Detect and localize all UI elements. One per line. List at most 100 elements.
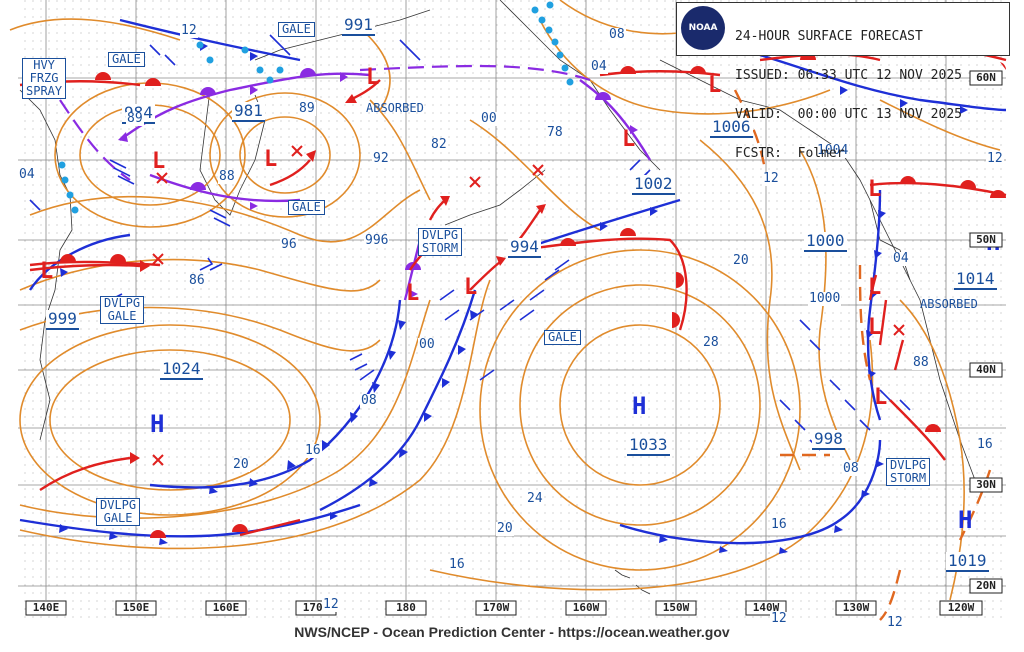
lon-label: 180 <box>396 601 416 614</box>
isobar-label: 82 <box>430 137 448 152</box>
map-annotation: ABSORBED <box>920 297 978 311</box>
arrow-heads <box>130 94 546 464</box>
cold-front-barbs <box>59 42 968 554</box>
header-text: 24-HOUR SURFACE FORECAST ISSUED: 06:33 U… <box>735 4 962 186</box>
header-forecaster: FCSTR: Folmer <box>735 146 845 161</box>
footer-credit: NWS/NCEP - Ocean Prediction Center - htt… <box>294 624 730 640</box>
map-annotation: ABSORBED <box>366 101 424 115</box>
lon-label: 140E <box>32 601 60 614</box>
isobar-label: 12 <box>986 151 1004 166</box>
isobar-label: 12 <box>322 597 340 612</box>
x-markers <box>152 145 905 466</box>
isobar-label: 92 <box>372 151 390 166</box>
svg-text:L: L <box>868 177 881 202</box>
lon-label: 140W <box>752 601 780 614</box>
svg-text:L: L <box>708 73 721 98</box>
lat-label: 20N <box>976 579 996 592</box>
isobar-label: 04 <box>590 59 608 74</box>
pressure-center-value: 981 <box>232 101 265 122</box>
svg-text:H: H <box>958 506 972 534</box>
lat-label: 40N <box>976 363 996 376</box>
map-annotation: GALE <box>278 22 315 37</box>
svg-text:L: L <box>874 385 887 410</box>
lat-lon-grid <box>18 0 1006 600</box>
noaa-logo: NOAA <box>681 6 725 50</box>
svg-text:L: L <box>152 149 165 174</box>
isobar-label: 08 <box>842 461 860 476</box>
pressure-center-value: 991 <box>342 15 375 36</box>
pressure-center-value: 999 <box>46 309 79 330</box>
pressure-center-value: 1014 <box>954 269 997 290</box>
isobar-label: 00 <box>418 337 436 352</box>
svg-text:L: L <box>264 147 277 172</box>
svg-text:L: L <box>622 127 635 152</box>
pressure-center-value: 998 <box>812 429 845 450</box>
isobar-label: 89 <box>298 101 316 116</box>
svg-text:H: H <box>632 392 646 420</box>
isobar-label: 12 <box>180 23 198 38</box>
pressure-center-value: 1019 <box>946 551 989 572</box>
map-annotation: GALE <box>288 200 325 215</box>
lon-label: 150W <box>662 601 690 614</box>
isobar-label: 1004 <box>816 143 850 158</box>
header-title: 24-HOUR SURFACE FORECAST <box>735 29 923 44</box>
isobar-label: 78 <box>546 125 564 140</box>
isobar-label: 12 <box>886 615 904 630</box>
isobar-label: 20 <box>232 457 250 472</box>
lon-label: 170W <box>482 601 510 614</box>
isobar-label: 28 <box>702 335 720 350</box>
lat-label: 60N <box>976 71 996 84</box>
isobar-label: 12 <box>762 171 780 186</box>
svg-text:L: L <box>366 65 379 90</box>
isobar-label: 08 <box>608 27 626 42</box>
isobar-label: 00 <box>480 111 498 126</box>
isobar-label: 20 <box>496 521 514 536</box>
lat-tick-labels-frames <box>969 70 1003 594</box>
map-annotation: DVLPG GALE <box>100 296 145 324</box>
forecast-header: NOAA 24-HOUR SURFACE FORECAST ISSUED: 06… <box>676 2 1010 160</box>
pressure-center-value: 1002 <box>632 174 675 195</box>
isobar-label: 89 <box>126 111 144 126</box>
isobar-label: 88 <box>218 169 236 184</box>
pressure-center-value: 1000 <box>804 231 847 252</box>
header-valid: VALID: 00:00 UTC 13 NOV 2025 <box>735 107 962 122</box>
lon-label: 160E <box>212 601 240 614</box>
isobar-label: 86 <box>188 273 206 288</box>
lat-label: 50N <box>976 233 996 246</box>
isobar-label: 24 <box>526 491 544 506</box>
svg-text:L: L <box>868 315 881 340</box>
map-annotation: DVLPG GALE <box>96 498 141 526</box>
ice-edge <box>58 1 574 214</box>
isobars <box>9 0 1001 601</box>
isobar-label: 20 <box>732 253 750 268</box>
wind-barbs <box>29 34 911 451</box>
map-annotation: GALE <box>108 52 145 67</box>
svg-text:H: H <box>150 410 164 438</box>
isobar-label: 16 <box>448 557 466 572</box>
isobar-label: 16 <box>304 443 322 458</box>
isobar-label: 88 <box>912 355 930 370</box>
map-annotation: GALE <box>544 330 581 345</box>
lon-label: 150E <box>122 601 150 614</box>
isobar-label: 1000 <box>808 291 842 306</box>
isobar-label: 12 <box>770 611 788 626</box>
isobar-label: 96 <box>280 237 298 252</box>
pressure-center-value: 1006 <box>710 117 753 138</box>
troughs-purple <box>59 64 591 181</box>
header-issued: ISSUED: 06:33 UTC 12 NOV 2025 <box>735 68 962 83</box>
lat-label: 30N <box>976 478 996 491</box>
map-annotation: DVLPG STORM <box>418 228 463 256</box>
lon-tick-labels <box>25 600 983 616</box>
lon-label: 120W <box>947 601 975 614</box>
isobar-label: 16 <box>770 517 788 532</box>
pressure-center-value: 1033 <box>627 435 670 456</box>
map-annotation: DVLPG STORM <box>886 458 931 486</box>
isobar-label: 16 <box>976 437 994 452</box>
svg-text:L: L <box>406 281 419 306</box>
svg-text:L: L <box>868 275 881 300</box>
pressure-center-value: 1024 <box>160 359 203 380</box>
isobar-label: 996 <box>364 233 390 248</box>
isobar-label: 04 <box>892 251 910 266</box>
